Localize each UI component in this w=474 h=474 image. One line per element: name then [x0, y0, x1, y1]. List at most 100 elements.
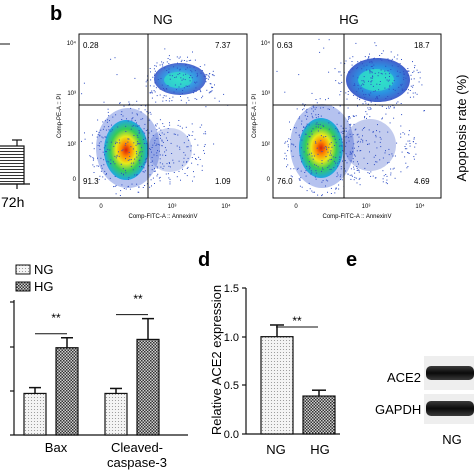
event-dot — [191, 135, 193, 136]
event-dot — [214, 97, 216, 99]
event-dot — [388, 88, 390, 90]
event-dot — [173, 66, 175, 68]
event-dot — [305, 110, 307, 112]
event-dot — [414, 67, 415, 69]
event-dot — [315, 172, 317, 174]
event-dot — [371, 77, 373, 79]
event-dot — [389, 76, 390, 77]
event-dot — [305, 175, 307, 177]
event-dot — [356, 182, 358, 184]
event-dot — [352, 68, 354, 70]
event-dot — [375, 154, 377, 156]
event-dot — [287, 146, 289, 148]
event-dot — [311, 172, 313, 174]
event-dot — [178, 120, 180, 121]
flow-plot-hg-ytick-4: 10⁴ — [261, 40, 271, 47]
event-dot — [317, 166, 319, 168]
event-dot — [421, 84, 423, 86]
event-dot — [319, 98, 321, 100]
bar-hg-1 — [55, 347, 79, 436]
event-dot — [375, 177, 377, 179]
event-dot — [102, 128, 104, 130]
event-dot — [177, 73, 179, 75]
event-dot — [182, 78, 184, 80]
event-dot — [366, 64, 368, 66]
event-dot — [353, 115, 355, 117]
event-dot — [169, 162, 170, 164]
event-dot — [413, 96, 415, 98]
event-dot — [363, 157, 365, 159]
event-dot — [286, 166, 287, 168]
event-dot — [176, 176, 178, 178]
event-dot — [353, 123, 355, 125]
event-dot — [377, 124, 378, 126]
event-dot — [308, 168, 310, 170]
event-dot — [301, 123, 302, 125]
event-dot — [314, 176, 316, 178]
event-dot — [156, 62, 158, 64]
event-dot — [144, 170, 146, 172]
event-dot — [143, 171, 145, 173]
event-dot — [165, 173, 167, 175]
event-dot — [159, 180, 161, 182]
event-dot — [340, 91, 342, 92]
event-dot — [368, 57, 369, 59]
event-dot — [368, 172, 370, 174]
event-dot — [176, 56, 178, 58]
event-dot — [376, 83, 378, 85]
event-dot — [171, 100, 173, 102]
event-dot — [404, 73, 405, 75]
flow-plot-ng-ytick-0: 0 — [73, 177, 77, 183]
event-dot — [199, 66, 201, 67]
event-dot — [153, 154, 155, 156]
event-dot — [190, 145, 192, 147]
event-dot — [186, 168, 188, 169]
event-dot — [101, 136, 103, 138]
event-dot — [315, 141, 316, 143]
event-dot — [349, 151, 351, 153]
event-dot — [356, 150, 358, 152]
event-dot — [366, 69, 368, 71]
panel-e-letter: e — [346, 249, 357, 271]
event-dot — [308, 136, 310, 138]
event-dot — [321, 170, 322, 172]
event-dot — [119, 102, 121, 104]
event-dot — [321, 194, 323, 196]
event-dot — [317, 153, 319, 155]
event-dot — [159, 88, 161, 90]
event-dot — [152, 76, 154, 78]
event-dot — [155, 125, 157, 127]
event-dot — [385, 113, 387, 115]
event-dot — [329, 143, 331, 145]
event-dot — [352, 75, 354, 77]
event-dot — [301, 161, 302, 163]
event-dot — [392, 88, 394, 90]
event-dot — [169, 122, 170, 124]
event-dot — [290, 129, 291, 131]
event-dot — [137, 143, 138, 145]
event-dot — [327, 97, 329, 99]
legend-label-ng: NG — [34, 262, 54, 277]
event-dot — [356, 141, 358, 143]
event-dot — [304, 127, 306, 129]
event-dot — [173, 133, 175, 135]
event-dot — [347, 118, 349, 120]
event-dot — [325, 147, 327, 149]
event-dot — [115, 143, 116, 145]
event-dot — [290, 150, 292, 152]
event-dot — [304, 115, 306, 117]
event-dot — [362, 139, 364, 141]
event-dot — [154, 170, 156, 172]
event-dot — [137, 114, 138, 116]
event-dot — [161, 132, 163, 134]
event-dot — [135, 144, 137, 146]
event-dot — [109, 149, 111, 151]
event-dot — [206, 77, 208, 79]
event-dot — [100, 165, 102, 167]
event-dot — [289, 121, 290, 123]
event-dot — [101, 167, 103, 169]
event-dot — [311, 113, 313, 115]
event-dot — [338, 82, 340, 84]
event-dot — [365, 111, 367, 113]
event-dot — [335, 80, 337, 82]
